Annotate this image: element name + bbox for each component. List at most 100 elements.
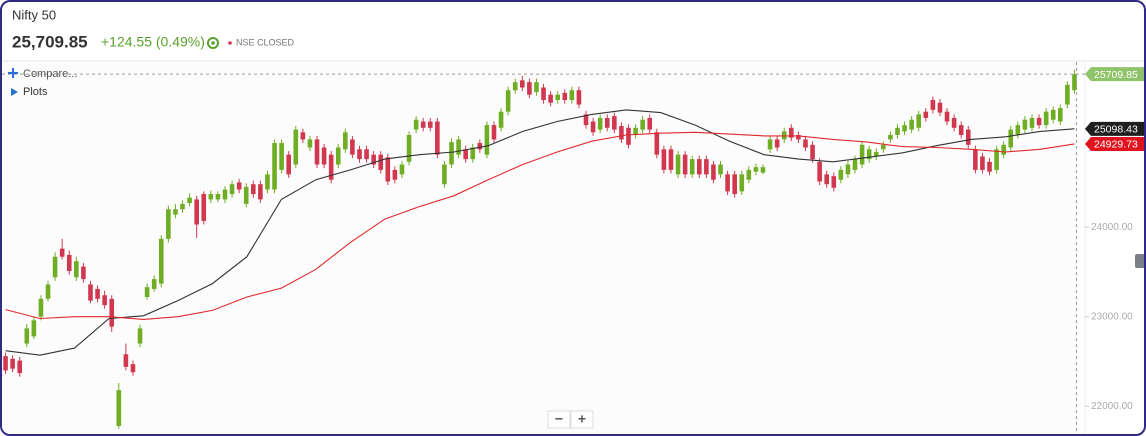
candle-body <box>767 139 773 150</box>
candle-body <box>937 102 943 113</box>
candle-body <box>498 111 504 128</box>
candle-body <box>286 154 291 175</box>
side-tab[interactable] <box>1135 254 1144 268</box>
candle-body <box>208 194 214 200</box>
candle-body <box>1072 74 1077 91</box>
candle-body <box>335 147 341 165</box>
candle-body <box>711 164 716 180</box>
candle-body <box>74 261 79 278</box>
candle-body <box>187 197 192 204</box>
zoom-out-label[interactable]: − <box>555 411 563 427</box>
y-tick-label: 22000.00 <box>1091 401 1133 412</box>
candle-body <box>66 254 72 272</box>
candle-body <box>520 80 525 88</box>
candle-body <box>38 298 44 317</box>
compare-button[interactable]: Compare... <box>23 68 77 80</box>
candle-body <box>845 164 851 175</box>
candle-body <box>583 114 589 126</box>
candle-body <box>597 117 603 130</box>
candle-body <box>612 116 617 130</box>
candle-body <box>852 159 858 170</box>
candle-body <box>1043 111 1049 126</box>
status-icon-dot <box>211 41 215 45</box>
candle-body <box>626 127 631 145</box>
candle-body <box>272 143 277 190</box>
candle-body <box>824 174 829 185</box>
candle-body <box>619 126 624 140</box>
candle-body <box>88 284 93 301</box>
candle-body <box>753 167 759 172</box>
candle-body <box>194 199 199 225</box>
candle-body <box>944 111 950 122</box>
candle-body <box>413 119 419 130</box>
candle-body <box>640 119 645 130</box>
candle-body <box>1058 108 1063 122</box>
candle-body <box>760 167 766 173</box>
candle-body <box>251 184 256 195</box>
candle-body <box>909 119 914 130</box>
plots-button[interactable]: Plots <box>23 86 48 98</box>
candle-body <box>810 144 815 160</box>
candle-body <box>236 182 242 190</box>
candle-body <box>229 184 235 195</box>
candle-body <box>406 134 412 162</box>
candle-body <box>1022 119 1028 130</box>
candle-body <box>675 154 681 175</box>
candle-body <box>689 159 695 175</box>
price: 25,709.85 <box>12 32 88 51</box>
status-icon <box>207 37 219 49</box>
candle-body <box>109 298 115 327</box>
candle-body <box>1065 84 1070 105</box>
market-dot <box>228 41 232 45</box>
candle-body <box>293 129 299 165</box>
candle-body <box>739 174 745 192</box>
candle-body <box>399 164 405 175</box>
candle-body <box>1015 125 1021 135</box>
candle-body <box>314 139 320 165</box>
market-status: NSE CLOSED <box>236 37 295 47</box>
moving-average-line <box>5 109 1075 356</box>
candle-body <box>569 90 575 101</box>
last-value-label: 24929.73 <box>1094 139 1138 151</box>
candle-body <box>307 139 313 148</box>
zoom-in-button[interactable] <box>570 410 594 429</box>
candle-body <box>527 82 532 95</box>
candle-body <box>866 149 872 160</box>
candle-body <box>222 189 228 200</box>
candle-body <box>555 94 560 101</box>
candle-body <box>357 149 362 160</box>
candle-body <box>534 82 539 92</box>
candle-body <box>881 144 886 150</box>
zoom-out-button[interactable] <box>547 410 571 429</box>
candle-body <box>916 114 922 128</box>
candle-body <box>449 142 454 165</box>
candle-body <box>24 328 30 344</box>
candle-body <box>512 82 518 91</box>
candle-body <box>116 390 122 426</box>
candle-body <box>987 161 992 172</box>
last-value-tag <box>1085 136 1144 151</box>
candle-body <box>590 121 596 133</box>
candle-body <box>668 149 674 170</box>
candle-body <box>123 354 129 367</box>
candle-body <box>1001 144 1006 155</box>
candle-body <box>873 151 879 157</box>
candle-body <box>435 121 440 155</box>
candle-body <box>10 358 15 369</box>
candle-body <box>144 287 150 298</box>
candle-body <box>484 125 490 155</box>
candle-body <box>180 203 185 210</box>
candle-body <box>130 364 136 373</box>
y-tick-label: 24000.00 <box>1091 222 1133 233</box>
candle-body <box>265 174 270 190</box>
candle-body <box>1036 117 1042 126</box>
candle-body <box>321 147 327 165</box>
candle-body <box>994 149 999 170</box>
plots-icon[interactable] <box>11 88 18 96</box>
change: +124.55 (0.49%) <box>101 34 205 50</box>
candle-body <box>704 159 709 175</box>
candle-body <box>718 164 723 175</box>
candle-body <box>137 328 143 344</box>
zoom-in-label[interactable]: + <box>578 411 586 427</box>
